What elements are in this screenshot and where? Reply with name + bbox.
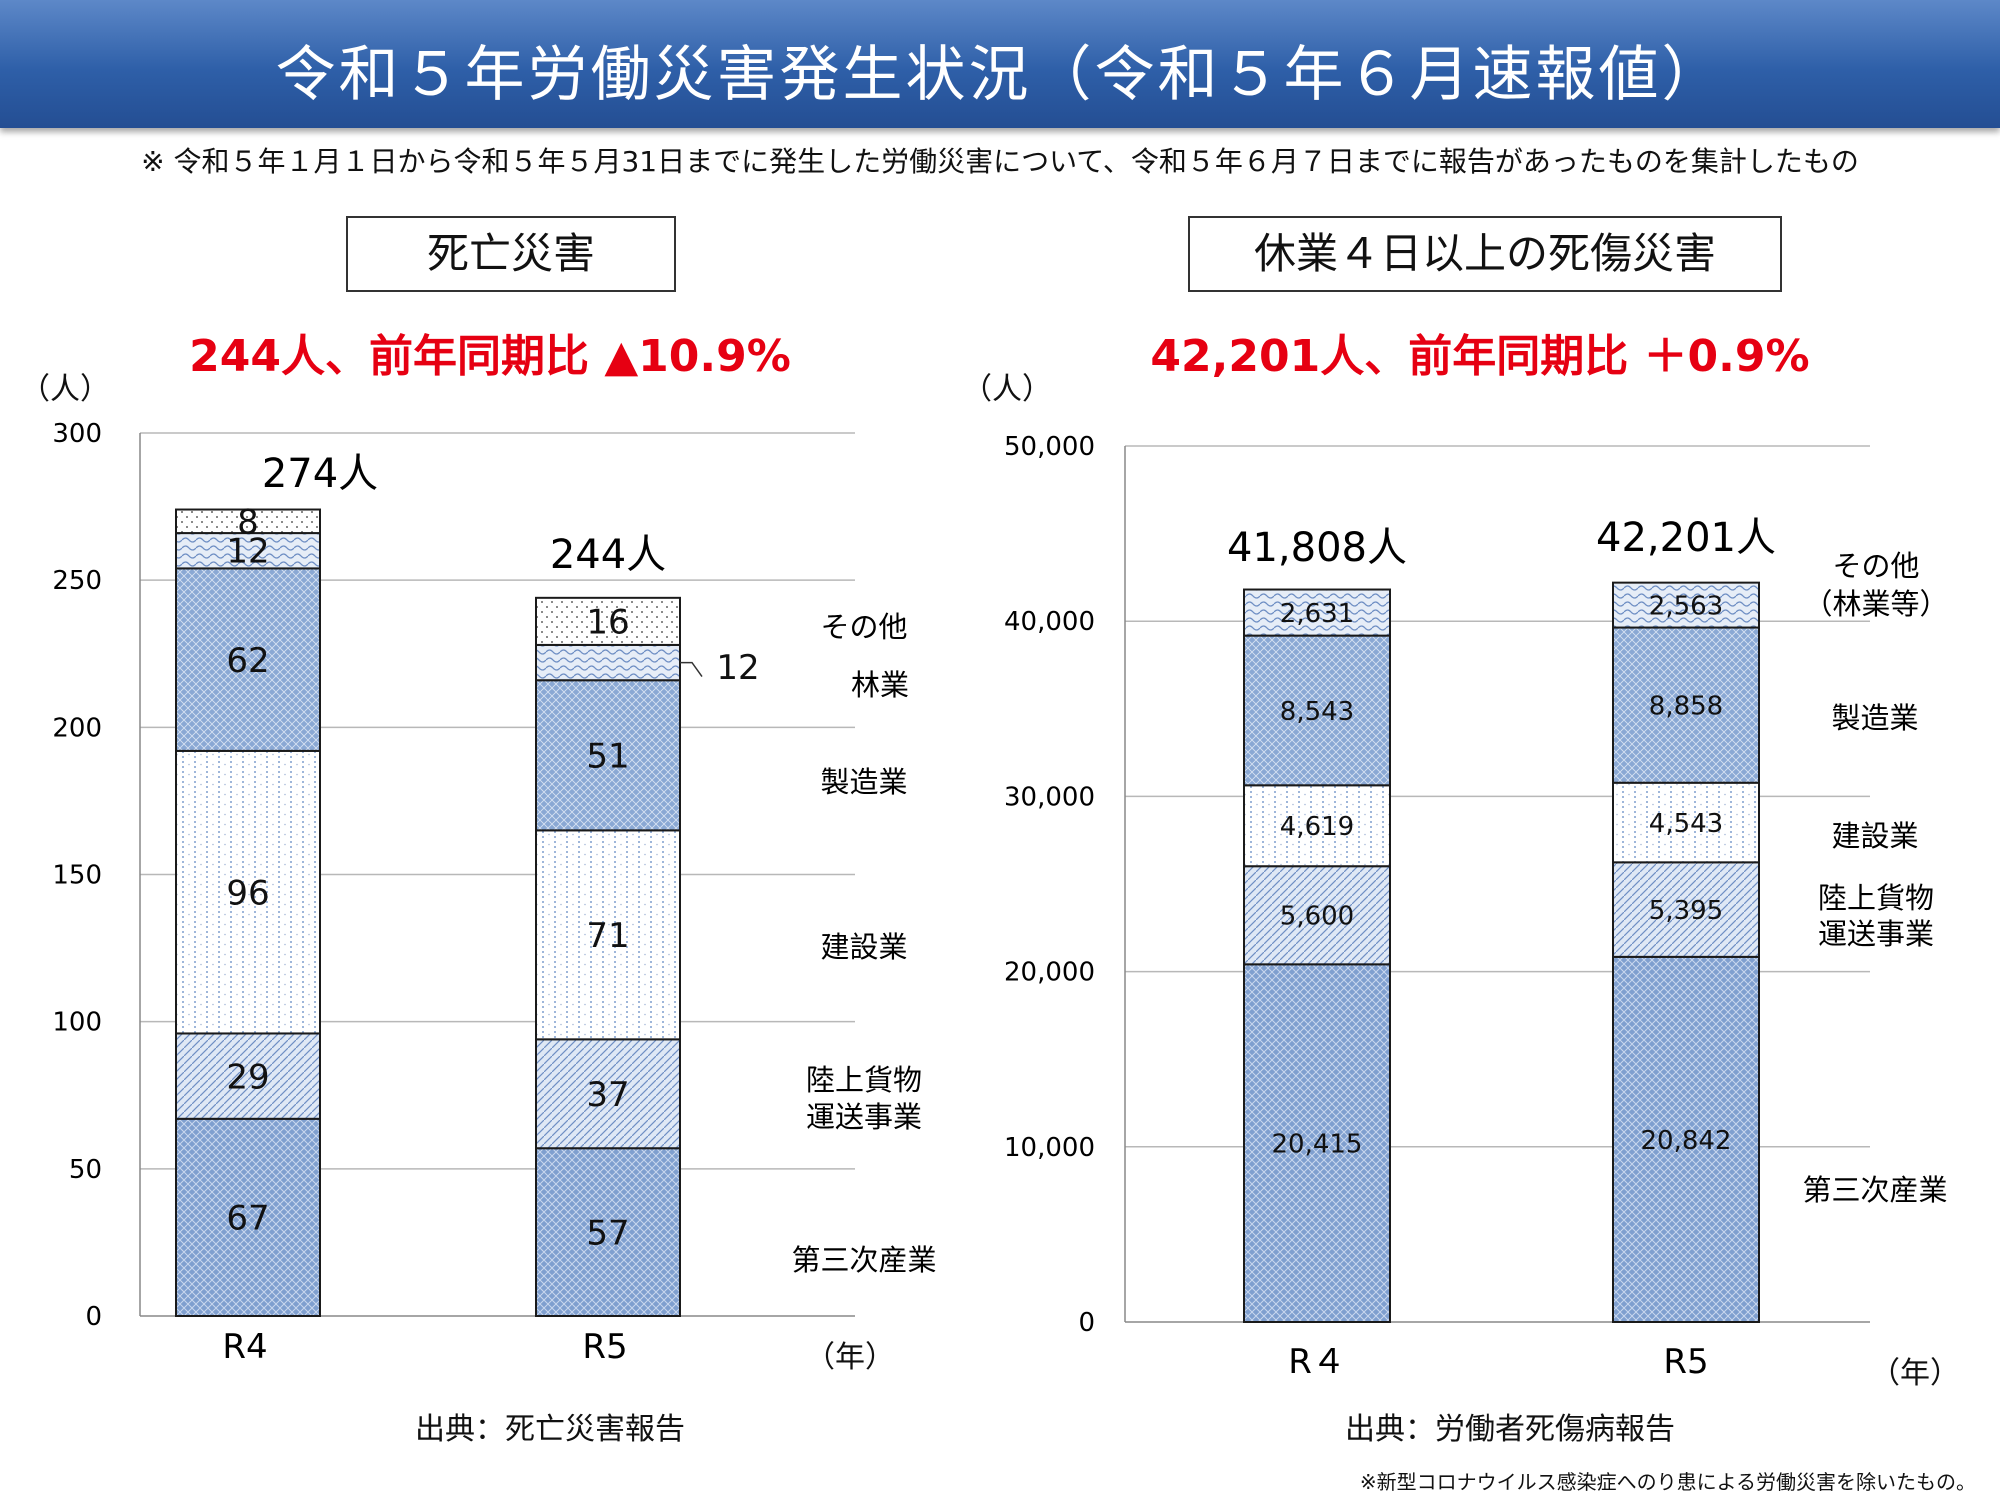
fatal-bar-segment <box>175 508 321 535</box>
injury-y-tick-label: 40,000 <box>1004 607 1095 637</box>
fatal-series-name: 林業 <box>851 668 909 702</box>
injury-bar-segment <box>1612 861 1760 958</box>
injury-bar-segment <box>1612 626 1760 784</box>
injury-y-tick-label: 0 <box>1078 1308 1095 1338</box>
fatal-y-unit: （人） <box>20 372 110 407</box>
fatal-value-label: 37 <box>586 1075 629 1115</box>
injury-bar-segment <box>1612 581 1760 629</box>
injury-bar-segment <box>1243 784 1391 868</box>
fatal-series-name: 第三次産業 <box>791 1243 936 1277</box>
injury-value-label: 20,842 <box>1641 1126 1732 1156</box>
fatal-bar-segment <box>535 1038 681 1150</box>
injury-y-tick-label: 20,000 <box>1004 958 1095 988</box>
fatal-y-tick-label: 300 <box>52 419 102 449</box>
scope-note: ※ 令和５年１月１日から令和５年５月31日までに発生した労働災害について、令和５… <box>141 145 1859 178</box>
injury-value-label: 8,543 <box>1280 697 1354 727</box>
fatal-value-label: 57 <box>586 1213 629 1253</box>
fatal-series-name: 運送事業 <box>806 1100 922 1134</box>
injury-summary: 42,201人、前年同期比 ＋0.9% <box>1150 331 1810 382</box>
fatal-value-label: 71 <box>586 916 629 956</box>
fatal-series-name: その他 <box>820 610 907 644</box>
fatal-bar-segment <box>175 567 321 752</box>
fatal-value-label: 67 <box>226 1199 269 1239</box>
fatal-total-label: 274人 <box>262 451 378 497</box>
injury-value-label: 4,543 <box>1649 809 1723 839</box>
footnote: ※新型コロナウイルス感染症へのり患による労働災害を除いたもの。 <box>1359 1470 1976 1494</box>
injury-y-tick-label: 50,000 <box>1004 432 1095 462</box>
injury-chart-title: 休業４日以上の死傷災害 <box>1188 216 1782 292</box>
fatal-value-label: 16 <box>586 602 629 642</box>
injury-series-name: 第三次産業 <box>1802 1173 1947 1207</box>
title-banner: 令和５年労働災害発生状況（令和５年６月速報値） <box>0 0 2000 128</box>
fatal-bar-segment <box>535 643 681 682</box>
fatal-y-tick-label: 50 <box>69 1155 102 1185</box>
fatal-value-label: 51 <box>586 737 629 777</box>
injury-value-label: 5,600 <box>1280 902 1354 932</box>
fatal-bar-segment <box>535 596 681 646</box>
fatal-value-label: 12 <box>716 648 759 688</box>
injury-series-name: （林業等） <box>1803 587 1948 621</box>
fatal-series-name: 陸上貨物 <box>806 1063 922 1097</box>
injury-series-name: 建設業 <box>1831 819 1918 853</box>
fatal-bar-segment <box>535 1147 681 1317</box>
injury-y-unit: （人） <box>962 372 1052 407</box>
injury-year-unit: （年） <box>1870 1356 1960 1391</box>
fatal-category-label: R4 <box>222 1327 267 1367</box>
fatal-y-tick-label: 100 <box>52 1008 102 1038</box>
fatal-y-tick-label: 150 <box>52 861 102 891</box>
injury-bar-segment <box>1612 955 1760 1323</box>
injury-value-label: 20,415 <box>1272 1130 1363 1160</box>
injury-source: 出典：労働者死傷病報告 <box>1345 1412 1675 1447</box>
injury-value-label: 2,563 <box>1649 591 1723 621</box>
injury-value-label: 5,395 <box>1649 896 1723 926</box>
fatal-y-tick-label: 0 <box>85 1302 102 1332</box>
fatal-category-label: R5 <box>582 1327 627 1367</box>
fatal-chart-title: 死亡災害 <box>346 216 676 292</box>
injury-series-name: 運送事業 <box>1818 917 1934 951</box>
fatal-value-label: 62 <box>226 641 269 681</box>
fatal-bar-segment <box>535 829 681 1041</box>
fatal-series-name: 建設業 <box>820 930 907 964</box>
injury-category-label: R４ <box>1288 1342 1346 1382</box>
injury-bar-segment <box>1243 588 1391 637</box>
page-title: 令和５年労働災害発生状況（令和５年６月速報値） <box>275 40 1725 110</box>
injury-total-label: 42,201人 <box>1596 515 1776 561</box>
fatal-year-unit: （年） <box>805 1340 895 1375</box>
injury-value-label: 8,858 <box>1649 691 1723 721</box>
fatal-value-label: 29 <box>226 1057 269 1097</box>
fatal-bar-segment <box>175 532 321 570</box>
fatal-summary: 244人、前年同期比 ▲10.9% <box>189 331 791 382</box>
injury-series-name: 陸上貨物 <box>1818 881 1934 915</box>
injury-y-tick-label: 10,000 <box>1004 1133 1095 1163</box>
fatal-series-name: 製造業 <box>820 765 907 799</box>
injury-bar-segment <box>1612 781 1760 864</box>
fatal-value-label: 96 <box>226 873 269 913</box>
injury-value-label: 4,619 <box>1280 812 1354 842</box>
fatal-bar-segment <box>175 1117 321 1317</box>
fatal-bar-segment <box>175 1032 321 1120</box>
injury-value-label: 2,631 <box>1280 599 1354 629</box>
fatal-value-label: 8 <box>237 502 259 542</box>
injury-total-label: 41,808人 <box>1227 525 1407 571</box>
injury-series-name: 製造業 <box>1831 701 1918 735</box>
injury-series-name: その他 <box>1832 549 1919 583</box>
injury-bar-segment <box>1243 634 1391 787</box>
fatal-value-label: 12 <box>226 532 269 572</box>
injury-category-label: R5 <box>1663 1342 1708 1382</box>
fatal-y-tick-label: 200 <box>52 713 102 743</box>
fatal-total-label: 244人 <box>550 532 666 578</box>
injury-y-tick-label: 30,000 <box>1004 782 1095 812</box>
fatal-source: 出典：死亡災害報告 <box>415 1412 685 1447</box>
injury-bar-segment <box>1243 963 1391 1324</box>
fatal-leader-line <box>680 661 703 678</box>
fatal-y-tick-label: 250 <box>52 566 102 596</box>
